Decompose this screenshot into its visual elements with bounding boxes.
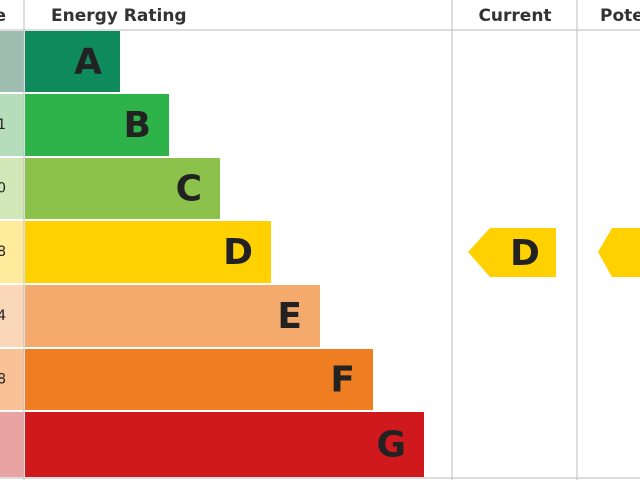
score-cell: [0, 94, 24, 156]
rating-bar: [25, 412, 424, 477]
score-cell: [0, 158, 24, 219]
score-label: 0: [0, 181, 6, 197]
rating-bar: [25, 349, 373, 410]
score-cell: [0, 349, 24, 410]
rating-bar: [25, 221, 271, 283]
rating-letter: D: [223, 232, 253, 273]
current-header: Current: [478, 6, 551, 26]
score-label: 4: [0, 308, 6, 324]
potential-arrow: [598, 228, 640, 277]
rating-bar: [25, 94, 169, 156]
score-label: 1: [0, 117, 6, 133]
current-letter: D: [510, 233, 540, 274]
rating-bar: [25, 158, 220, 219]
rating-letter: F: [330, 360, 355, 401]
rating-bar: [25, 31, 120, 92]
rating-header: Energy Rating: [51, 6, 187, 26]
rating-letter: C: [176, 169, 202, 210]
potential-header: Pote: [600, 6, 640, 26]
current-arrow: [468, 228, 556, 277]
score-header: e: [0, 6, 6, 26]
score-cell: [0, 221, 24, 283]
rating-letter: B: [124, 105, 151, 146]
score-cell: [0, 31, 24, 92]
score-cell: [0, 412, 24, 477]
rating-letter: G: [376, 425, 406, 466]
score-cell: [0, 285, 24, 347]
score-label: 8: [0, 244, 6, 260]
rating-letter: E: [277, 296, 302, 337]
rating-letter: A: [74, 42, 102, 83]
score-label: 8: [0, 372, 6, 388]
rating-bar: [25, 285, 320, 347]
